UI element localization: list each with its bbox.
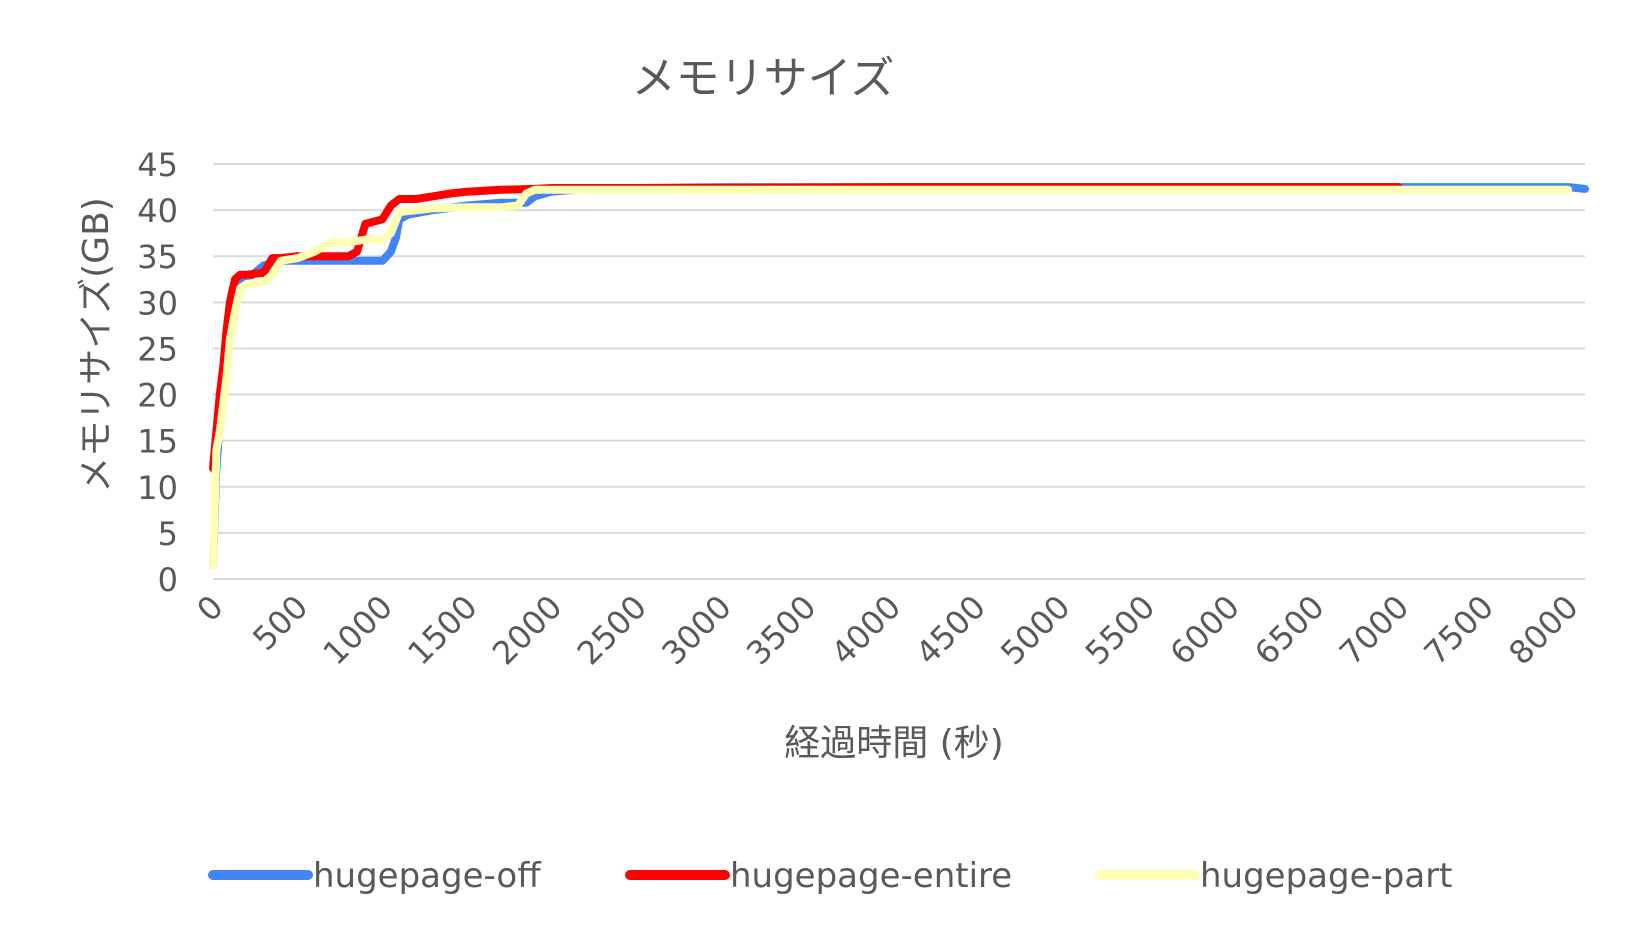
x-tick-label: 3000 xyxy=(654,588,738,672)
legend: hugepage-off hugepage-entire hugepage-part xyxy=(208,856,1453,896)
x-tick-label: 500 xyxy=(245,588,315,658)
chart-title: メモリサイズ xyxy=(632,53,895,104)
x-tick-label: 3500 xyxy=(739,588,823,672)
x-tick-label: 7000 xyxy=(1332,588,1416,672)
x-tick-label: 4000 xyxy=(824,588,908,672)
x-tick-label: 4500 xyxy=(908,588,992,672)
y-tick-label: 35 xyxy=(137,238,178,276)
x-tick-label: 2500 xyxy=(570,588,654,672)
x-tick-label: 1500 xyxy=(400,588,484,672)
y-tick-label: 40 xyxy=(137,192,178,230)
y-tick-label: 45 xyxy=(137,146,178,184)
series-line-hugepage-off xyxy=(209,183,1589,570)
y-axis-title: メモリサイズ(GB) xyxy=(76,197,117,493)
legend-label-hugepage-off: hugepage-off xyxy=(313,856,542,896)
y-axis-ticks: 0 5 10 15 20 25 30 35 40 45 xyxy=(137,146,178,599)
y-tick-label: 15 xyxy=(137,423,178,461)
x-tick-label: 7500 xyxy=(1417,588,1501,672)
y-tick-label: 20 xyxy=(137,377,178,415)
x-tick-label: 6000 xyxy=(1162,588,1246,672)
x-axis-ticks: 0 500 1000 1500 2000 2500 3000 3500 4000 4500 5000… xyxy=(189,588,1585,672)
x-tick-label: 1000 xyxy=(316,588,400,672)
y-tick-label: 30 xyxy=(137,284,178,322)
x-tick-label: 5000 xyxy=(993,588,1077,672)
x-tick-label: 8000 xyxy=(1501,588,1585,672)
gridlines xyxy=(213,163,1585,580)
y-tick-label: 0 xyxy=(158,561,178,599)
x-axis-title: 経過時間 (秒) xyxy=(784,723,1004,764)
x-tick-label: 0 xyxy=(189,588,230,629)
plot-area xyxy=(209,183,1589,570)
x-tick-label: 2000 xyxy=(485,588,569,672)
y-tick-label: 25 xyxy=(137,330,178,368)
series-line-hugepage-part xyxy=(209,185,1573,570)
legend-label-hugepage-entire: hugepage-entire xyxy=(730,856,1012,896)
y-tick-label: 5 xyxy=(158,515,178,553)
x-tick-label: 5500 xyxy=(1078,588,1162,672)
y-tick-label: 10 xyxy=(137,469,178,507)
legend-label-hugepage-part: hugepage-part xyxy=(1200,856,1453,896)
x-tick-label: 6500 xyxy=(1247,588,1331,672)
